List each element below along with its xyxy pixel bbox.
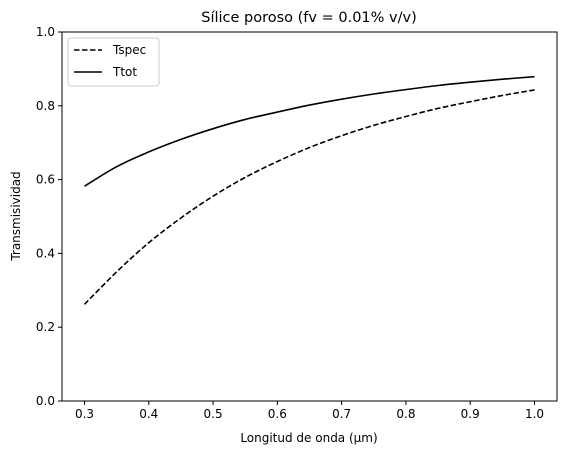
x-tick-label: 0.8 (396, 407, 415, 421)
legend: Tspec Ttot (67, 37, 160, 87)
x-tick-label: 0.3 (75, 407, 94, 421)
y-tick-label: 0.4 (36, 246, 55, 260)
y-tick-label: 0.6 (36, 173, 55, 187)
x-tick-label: 0.6 (268, 407, 287, 421)
series-line-tspec (83, 89, 535, 305)
series-layer (83, 75, 535, 305)
y-tick-label: 1.0 (36, 25, 55, 39)
y-axis-label: Transmisividad (9, 171, 23, 261)
x-tick-label: 0.4 (139, 407, 158, 421)
legend-label-ttot: Ttot (112, 65, 137, 79)
y-tick-label: 0.8 (36, 99, 55, 113)
y-tick-label: 0.2 (36, 320, 55, 334)
x-tick-label: 0.5 (204, 407, 223, 421)
x-tick-label: 1.0 (525, 407, 544, 421)
chart-title: Sílice poroso (fv = 0.01% v/v) (201, 10, 417, 26)
y-axis: 0.0 0.2 0.4 0.6 0.8 1.0 (36, 25, 62, 408)
x-tick-label: 0.7 (332, 407, 351, 421)
legend-label-tspec: Tspec (112, 43, 146, 57)
y-tick-label: 0.0 (36, 394, 55, 408)
series-line-ttot (84, 75, 535, 187)
x-tick-label: 0.9 (461, 407, 480, 421)
plot-area (61, 31, 558, 402)
x-axis: 0.3 0.4 0.5 0.6 0.7 0.8 0.9 1.0 (75, 401, 544, 421)
x-axis-label: Longitud de onda (μm) (240, 431, 377, 445)
